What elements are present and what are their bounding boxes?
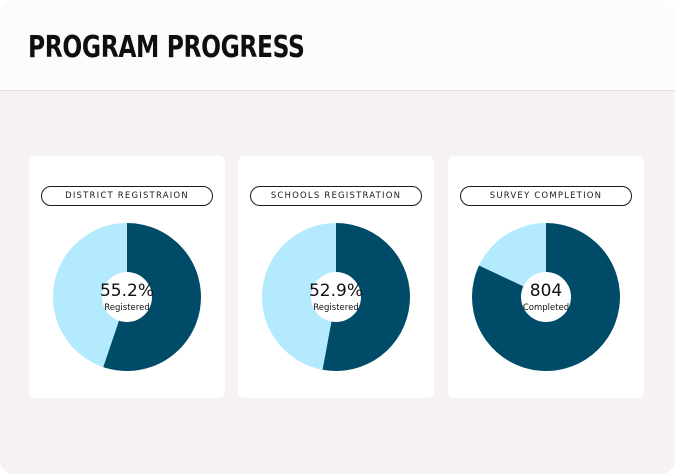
district-registration-donut [53, 223, 201, 371]
card-label-pill: SCHOOLS REGISTRATION [250, 186, 422, 206]
card-label-pill: DISTRICT REGISTRAION [41, 186, 213, 206]
district-registration-card[interactable]: DISTRICT REGISTRAION 55.2% Registered [29, 156, 225, 398]
schools-registration-donut [262, 223, 410, 371]
donut-slice-primary [103, 223, 201, 371]
donut-slice-primary [322, 223, 410, 371]
card-label-pill: SURVEY COMPLETION [460, 186, 632, 206]
survey-completion-donut [472, 223, 620, 371]
donut-hole [311, 272, 361, 322]
page-header: PROGRAM PROGRESS [0, 0, 675, 91]
donut-hole [102, 272, 152, 322]
page-title: PROGRAM PROGRESS [28, 30, 305, 65]
donut-hole [521, 272, 571, 322]
schools-registration-card[interactable]: SCHOOLS REGISTRATION 52.9% Registered [238, 156, 434, 398]
survey-completion-card[interactable]: SURVEY COMPLETION 804 Completed [448, 156, 644, 398]
donut-slice-remaining [53, 223, 127, 368]
donut-slice-remaining [262, 223, 336, 370]
